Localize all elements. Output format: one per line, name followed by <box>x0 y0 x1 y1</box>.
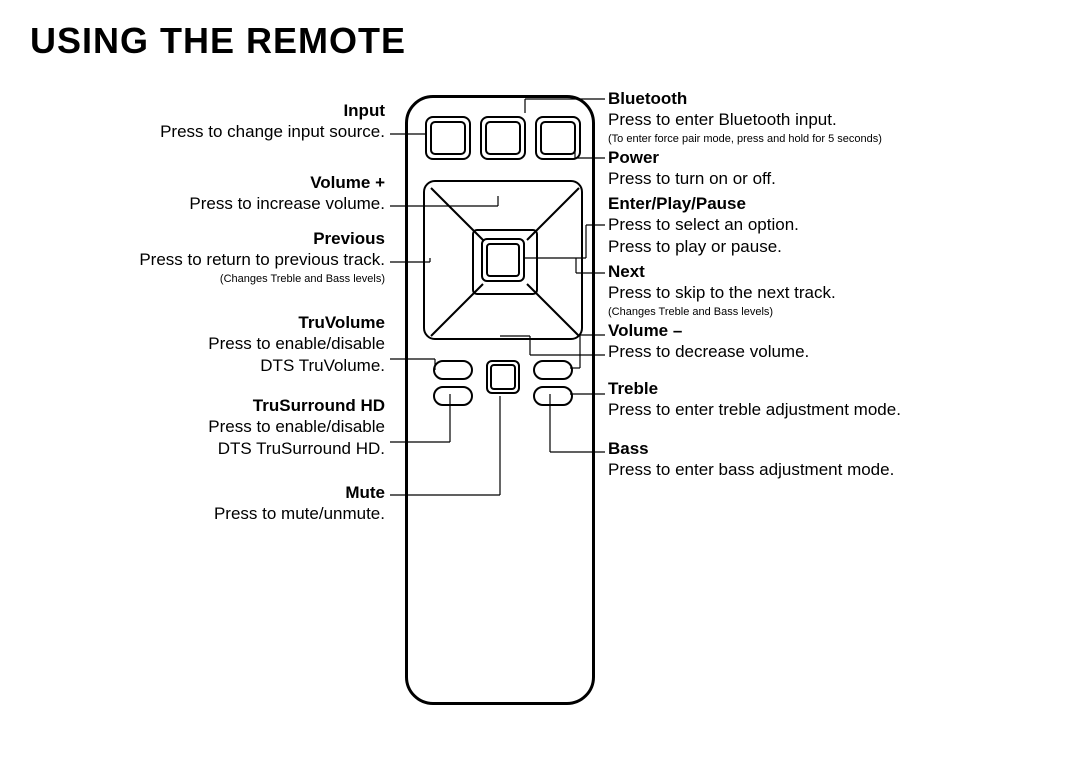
label-desc: Press to enter bass adjustment mode. <box>608 459 1008 480</box>
label-vol-down: Volume – Press to decrease volume. <box>608 320 1008 363</box>
direction-pad <box>423 180 583 340</box>
label-desc: Press to enter treble adjustment mode. <box>608 399 1008 420</box>
label-desc: Press to select an option. <box>608 214 1008 235</box>
vol-down-button <box>533 360 573 380</box>
label-note: (To enter force pair mode, press and hol… <box>608 133 1008 146</box>
bluetooth-button <box>480 116 526 160</box>
power-button <box>535 116 581 160</box>
label-truvolume: TruVolume Press to enable/disable DTS Tr… <box>25 312 385 376</box>
label-title: Volume – <box>608 320 1008 341</box>
label-desc: Press to turn on or off. <box>608 168 1008 189</box>
label-desc: Press to skip to the next track. <box>608 282 1008 303</box>
label-title: TruVolume <box>25 312 385 333</box>
label-vol-up: Volume + Press to increase volume. <box>25 172 385 215</box>
treble-button <box>533 386 573 406</box>
label-previous: Previous Press to return to previous tra… <box>25 228 385 286</box>
label-title: Input <box>25 100 385 121</box>
label-title: Treble <box>608 378 1008 399</box>
label-title: Enter/Play/Pause <box>608 193 1008 214</box>
mute-button <box>486 360 520 394</box>
label-desc: DTS TruSurround HD. <box>25 438 385 459</box>
label-power: Power Press to turn on or off. <box>608 147 1008 190</box>
page-title: USING THE REMOTE <box>30 20 406 62</box>
label-desc: DTS TruVolume. <box>25 355 385 376</box>
label-title: Previous <box>25 228 385 249</box>
enter-button <box>481 238 525 282</box>
label-desc: Press to enter Bluetooth input. <box>608 109 1008 130</box>
label-title: Power <box>608 147 1008 168</box>
label-desc: Press to play or pause. <box>608 236 1008 257</box>
trusurround-button <box>433 386 473 406</box>
label-title: TruSurround HD <box>25 395 385 416</box>
label-enter: Enter/Play/Pause Press to select an opti… <box>608 193 1008 257</box>
label-bluetooth: Bluetooth Press to enter Bluetooth input… <box>608 88 1008 146</box>
label-next: Next Press to skip to the next track. (C… <box>608 261 1008 319</box>
label-input: Input Press to change input source. <box>25 100 385 143</box>
label-note: (Changes Treble and Bass levels) <box>25 273 385 286</box>
label-desc: Press to increase volume. <box>25 193 385 214</box>
label-desc: Press to enable/disable <box>25 416 385 437</box>
label-desc: Press to decrease volume. <box>608 341 1008 362</box>
label-title: Bass <box>608 438 1008 459</box>
label-desc: Press to enable/disable <box>25 333 385 354</box>
label-desc: Press to mute/unmute. <box>25 503 385 524</box>
label-desc: Press to return to previous track. <box>25 249 385 270</box>
label-mute: Mute Press to mute/unmute. <box>25 482 385 525</box>
label-title: Next <box>608 261 1008 282</box>
label-note: (Changes Treble and Bass levels) <box>608 306 1008 319</box>
truvolume-button <box>433 360 473 380</box>
label-treble: Treble Press to enter treble adjustment … <box>608 378 1008 421</box>
label-trusurround: TruSurround HD Press to enable/disable D… <box>25 395 385 459</box>
label-title: Mute <box>25 482 385 503</box>
remote-outline <box>405 95 595 705</box>
label-desc: Press to change input source. <box>25 121 385 142</box>
label-title: Volume + <box>25 172 385 193</box>
label-title: Bluetooth <box>608 88 1008 109</box>
input-button <box>425 116 471 160</box>
label-bass: Bass Press to enter bass adjustment mode… <box>608 438 1008 481</box>
